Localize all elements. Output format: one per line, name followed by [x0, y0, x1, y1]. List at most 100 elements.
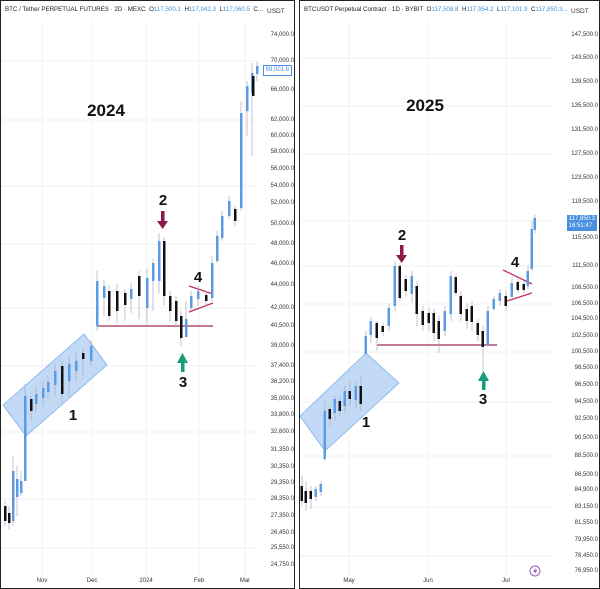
chart-panel-2024[interactable]: BTC / Tether PERPETUAL FUTURES · 2D · ME… — [0, 0, 295, 589]
y-tick-label: 40,500.0 — [270, 323, 294, 329]
y-tick-label: 35,000.0 — [270, 396, 294, 402]
x-tick-label: Dec — [86, 578, 98, 584]
y-tick-label: 83,150.0 — [574, 504, 598, 510]
bear-candles — [300, 266, 525, 503]
y-tick-label: 36,200.0 — [270, 379, 294, 385]
y-tick-label: 115,500.0 — [571, 235, 598, 241]
y-tick-label: 29,350.0 — [270, 480, 294, 486]
high-value: 117,954.2 — [466, 6, 494, 13]
y-tick-label: 86,500.0 — [574, 472, 598, 478]
y-tick-label: 123,500.0 — [571, 175, 598, 181]
x-tick-label: Jul — [502, 578, 510, 584]
y-tick-label: 70,000.0 — [270, 58, 294, 64]
y-tick-label: 32,600.0 — [270, 429, 294, 435]
symbol-title: BTCUSDT Perpetual Contract · 1D · BYBIT — [304, 6, 424, 13]
x-tick-label: Feb — [193, 578, 205, 584]
y-tick-label: 74,000.0 — [270, 32, 294, 38]
y-tick-label: 28,350.0 — [270, 496, 294, 502]
last-price: 117,850.3 — [568, 216, 595, 222]
y-tick-label: 139,500.0 — [571, 79, 598, 85]
candlestick-plot-2024[interactable] — [1, 1, 295, 589]
y-tick-label: 25,550.0 — [270, 545, 294, 551]
y-tick-label: 33,800.0 — [270, 412, 294, 418]
y-tick-label: 79,950.0 — [574, 537, 598, 543]
y-tick-label: 42,000.0 — [270, 305, 294, 311]
price-axis[interactable]: 74,000.0 70,000.0 66,000.0 62,000.0 60,000.0… — [254, 1, 294, 588]
y-tick-label: 94,500.0 — [574, 399, 598, 405]
y-tick-label: 92,500.0 — [574, 416, 598, 422]
y-tick-label: 27,350.0 — [270, 513, 294, 519]
bull-candles — [314, 218, 536, 497]
y-tick-label: 90,500.0 — [574, 435, 598, 441]
annotation-3: 3 — [178, 374, 188, 391]
y-tick-label: 31,350.0 — [270, 447, 294, 453]
y-tick-label: 106,500.0 — [571, 301, 598, 307]
y-tick-label: 84,900.0 — [574, 487, 598, 493]
x-tick-label: May — [343, 578, 355, 584]
bull-candles — [12, 66, 259, 521]
y-tick-label: 131,500.0 — [571, 127, 598, 133]
candle-countdown: 16:51:47 — [568, 223, 593, 229]
annotation-1: 1 — [361, 414, 371, 431]
y-tick-label: 54,000.0 — [270, 183, 294, 189]
chart-panel-2025[interactable]: BTCUSDT Perpetual Contract · 1D · BYBIT … — [299, 0, 600, 589]
annotation-4: 4 — [193, 269, 203, 286]
annotation-2: 2 — [158, 192, 168, 209]
y-tick-label: 24,750.0 — [270, 562, 294, 568]
up-arrow-icon-3 — [177, 353, 188, 372]
currency-unit: USDT — [267, 8, 285, 15]
last-price-tag: 117,850.3 16:51:47 — [566, 215, 597, 231]
y-tick-label: 78,450.0 — [574, 553, 598, 559]
y-tick-label: 50,000.0 — [270, 221, 294, 227]
year-label: 2025 — [406, 96, 444, 115]
y-tick-label: 60,000.0 — [270, 133, 294, 139]
y-tick-label: 135,500.0 — [571, 103, 598, 109]
y-tick-label: 44,000.0 — [270, 282, 294, 288]
down-arrow-icon-2 — [396, 245, 407, 263]
y-tick-label: 46,000.0 — [270, 261, 294, 267]
chart-header-2025: BTCUSDT Perpetual Contract · 1D · BYBIT … — [304, 6, 568, 13]
annotation-1: 1 — [68, 407, 78, 424]
bear-candles — [4, 76, 255, 523]
y-tick-label: 48,000.0 — [270, 241, 294, 247]
close-value: 117,850.3... — [535, 6, 568, 13]
candlestick-plot-2025[interactable] — [300, 1, 600, 589]
y-tick-label: 96,500.0 — [574, 382, 598, 388]
open-value: 117,508.8 — [431, 6, 459, 13]
x-tick-label: Jun — [423, 578, 433, 584]
symbol-title: BTC / Tether PERPETUAL FUTURES · 2D · ME… — [5, 6, 146, 13]
y-tick-label: 58,000.0 — [270, 149, 294, 155]
annotation-2: 2 — [397, 227, 407, 244]
y-tick-label: 56,000.0 — [270, 166, 294, 172]
year-label: 2024 — [87, 101, 125, 120]
low-value: 117,060.5 — [222, 6, 250, 13]
y-tick-label: 62,000.0 — [270, 117, 294, 123]
y-tick-label: 102,500.0 — [571, 333, 598, 339]
y-tick-label: 127,500.0 — [571, 151, 598, 157]
y-tick-label: 111,500.0 — [572, 263, 598, 269]
y-tick-label: 39,000.0 — [270, 343, 294, 349]
up-arrow-icon-3 — [478, 371, 489, 390]
open-value: 117,500.1 — [153, 6, 181, 13]
last-price-tag: 69,001.8 — [262, 65, 292, 76]
x-tick-label: 2024 — [139, 578, 153, 584]
annotation-4: 4 — [510, 254, 520, 271]
annotation-3: 3 — [478, 391, 488, 408]
y-tick-label: 30,350.0 — [270, 464, 294, 470]
x-tick-label: Mar — [239, 578, 251, 584]
y-tick-label: 100,500.0 — [571, 349, 598, 355]
down-arrow-icon-2 — [157, 211, 168, 229]
y-tick-label: 76,950.0 — [574, 568, 598, 574]
lightning-icon — [529, 565, 541, 577]
y-tick-label: 88,500.0 — [574, 453, 598, 459]
y-tick-label: 108,500.0 — [571, 285, 598, 291]
price-axis[interactable]: 147,500.0 143,500.0 139,500.0 135,500.0 131,… — [558, 1, 599, 588]
low-value: 117,101.9 — [500, 6, 528, 13]
y-tick-label: 119,500.0 — [571, 199, 598, 205]
y-tick-label: 66,000.0 — [270, 87, 294, 93]
y-tick-label: 26,450.0 — [270, 530, 294, 536]
chart-header-2024: BTC / Tether PERPETUAL FUTURES · 2D · ME… — [5, 6, 264, 13]
y-tick-label: 98,500.0 — [574, 365, 598, 371]
x-tick-label: Nov — [36, 578, 48, 584]
y-tick-label: 143,500.0 — [571, 55, 598, 61]
